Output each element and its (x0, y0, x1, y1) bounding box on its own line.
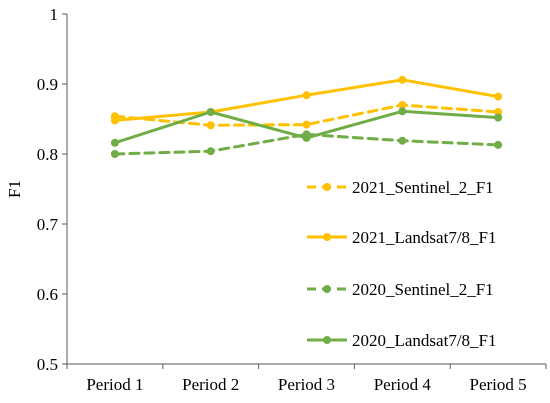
data-point (494, 140, 503, 149)
x-tick-labels: Period 1 Period 2 Period 3 Period 4 Period 5 (86, 375, 526, 394)
data-point (302, 133, 311, 142)
data-point (110, 116, 119, 125)
y-tick-label: 0.6 (37, 285, 58, 304)
data-point (302, 91, 311, 100)
series-layer (110, 75, 503, 158)
data-point (110, 138, 119, 147)
legend-swatch-marker (323, 183, 331, 191)
legend-swatch-marker (323, 336, 331, 344)
data-point (206, 147, 215, 156)
legend-item: 2021_Landsat7/8_F1 (307, 228, 497, 247)
y-tick-label: 0.5 (37, 355, 58, 374)
series-2 (110, 130, 503, 158)
series-line (113, 132, 500, 156)
series-3 (110, 107, 503, 147)
x-tick-label: Period 4 (374, 375, 432, 394)
legend-label: 2021_Landsat7/8_F1 (352, 228, 497, 247)
y-tick-label: 0.8 (37, 145, 58, 164)
data-point (494, 113, 503, 122)
data-point (302, 120, 311, 129)
y-tick-label: 0.7 (37, 215, 59, 234)
legend-swatch-marker (323, 233, 331, 241)
legend-item: 2020_Sentinel_2_F1 (307, 280, 494, 299)
data-point (494, 92, 503, 101)
legend-label: 2020_Sentinel_2_F1 (352, 280, 494, 299)
data-point (398, 107, 407, 116)
legend-label: 2021_Sentinel_2_F1 (352, 178, 494, 197)
y-tick-labels: 0.5 0.6 0.7 0.8 0.9 1 (37, 5, 59, 374)
legend: 2021_Sentinel_2_F1 2021_Landsat7/8_F1 2020… (307, 178, 497, 350)
data-point (398, 101, 407, 109)
axes (62, 13, 547, 369)
legend-swatch-marker (323, 285, 331, 293)
data-point (398, 75, 407, 84)
x-tick-label: Period 3 (278, 375, 335, 394)
x-tick-label: Period 1 (86, 375, 143, 394)
legend-label: 2020_Landsat7/8_F1 (352, 331, 497, 350)
data-point (494, 108, 503, 116)
legend-item: 2020_Landsat7/8_F1 (307, 331, 497, 350)
series-1 (110, 75, 503, 125)
data-point (206, 108, 215, 116)
legend-item: 2021_Sentinel_2_F1 (307, 178, 494, 197)
data-point (110, 150, 119, 158)
x-tick-label: Period 5 (470, 375, 527, 394)
y-axis-title: F1 (5, 180, 24, 198)
x-tick-label: Period 2 (182, 375, 239, 394)
data-point (206, 121, 215, 130)
y-tick-label: 1 (50, 5, 59, 24)
y-tick-label: 0.9 (37, 75, 58, 94)
data-point (398, 136, 407, 145)
